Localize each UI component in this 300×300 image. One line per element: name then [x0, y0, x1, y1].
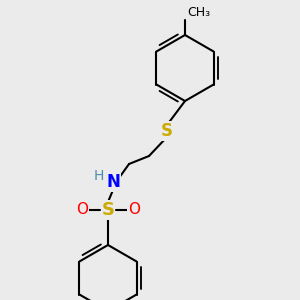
Text: H: H	[94, 169, 104, 183]
Text: N: N	[106, 173, 120, 191]
Text: O: O	[76, 202, 88, 217]
Text: S: S	[161, 122, 173, 140]
Text: S: S	[101, 201, 115, 219]
Text: O: O	[128, 202, 140, 217]
Text: CH₃: CH₃	[187, 7, 210, 20]
